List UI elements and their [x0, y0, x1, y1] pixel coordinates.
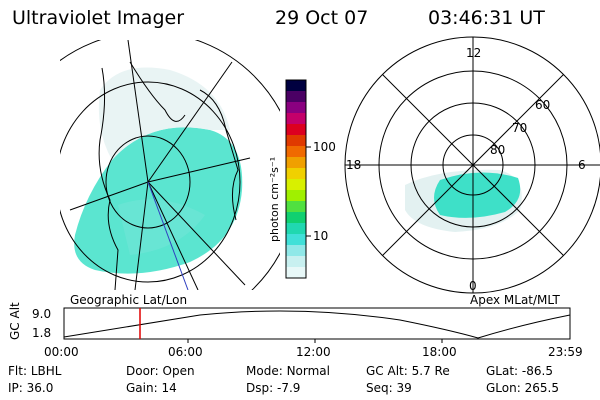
colorbar-segment	[286, 212, 306, 224]
colorbar-segment	[286, 245, 306, 257]
colorbar	[286, 80, 306, 279]
xtick-2359: 23:59	[548, 345, 583, 359]
terminator-line	[147, 181, 189, 290]
colorbar-segment	[286, 124, 306, 136]
mlt-label-12: 12	[466, 46, 482, 60]
altitude-strip-frame	[63, 307, 571, 340]
colorbar-tick-100: 100	[313, 140, 336, 154]
apex-caption: Apex MLat/MLT	[470, 293, 560, 307]
colorbar-segment	[286, 201, 306, 213]
status-mode: Mode: Normal	[246, 364, 330, 378]
altitude-ylabel: GC Alt	[8, 302, 22, 340]
colorbar-unit-label: photon cm⁻²s⁻¹	[268, 156, 281, 242]
colorbar-segment	[286, 168, 306, 180]
altitude-ytick-high: 9.0	[32, 307, 52, 321]
status-glat: GLat: -86.5	[486, 364, 553, 378]
lat-label-60: 60	[535, 98, 551, 112]
colorbar-segment	[286, 135, 306, 147]
time-label: 03:46:31 UT	[428, 7, 545, 29]
status-seq: Seq: 39	[366, 381, 412, 395]
altitude-ytick-low: 1.8	[32, 326, 52, 340]
colorbar-segment	[286, 234, 306, 246]
xtick-0600: 06:00	[168, 345, 203, 359]
colorbar-segment	[286, 113, 306, 125]
date-label: 29 Oct 07	[275, 7, 369, 29]
colorbar-segment	[286, 157, 306, 169]
mlt-label-18: 18	[346, 158, 362, 172]
colorbar-segment	[286, 80, 306, 92]
colorbar-segment	[286, 267, 306, 279]
colorbar-segment	[286, 102, 306, 114]
meridian-line	[147, 61, 233, 183]
colorbar-segment	[286, 190, 306, 202]
status-gain: Gain: 14	[126, 381, 177, 395]
lat-label-80: 80	[490, 143, 506, 157]
colorbar-segment	[286, 223, 306, 235]
mlt-label-0: 0	[469, 279, 477, 293]
colorbar-segment	[286, 179, 306, 191]
faint-emission	[98, 67, 230, 160]
mlt-label-6: 6	[578, 158, 586, 172]
status-gc-alt: GC Alt: 5.7 Re	[366, 364, 450, 378]
colorbar-tick-10: 10	[313, 229, 329, 243]
status-dsp: Dsp: -7.9	[246, 381, 301, 395]
colorbar-segment	[286, 256, 306, 268]
status-door: Door: Open	[126, 364, 195, 378]
lat-circle	[105, 135, 191, 229]
status-flt: Flt: LBHL	[8, 364, 62, 378]
lat-label-70: 70	[512, 121, 528, 135]
xtick-1200: 12:00	[296, 345, 331, 359]
colorbar-segment	[286, 146, 306, 158]
geographic-caption: Geographic Lat/Lon	[70, 293, 188, 307]
coastline	[98, 67, 119, 290]
xtick-1800: 18:00	[422, 345, 457, 359]
instrument-title: Ultraviolet Imager	[12, 7, 185, 29]
colorbar-segment	[286, 91, 306, 103]
xtick-0000: 00:00	[44, 345, 79, 359]
status-ip: IP: 36.0	[8, 381, 54, 395]
status-glon: GLon: 265.5	[486, 381, 559, 395]
colorbar-frame	[285, 79, 307, 279]
altitude-curve	[63, 310, 571, 339]
